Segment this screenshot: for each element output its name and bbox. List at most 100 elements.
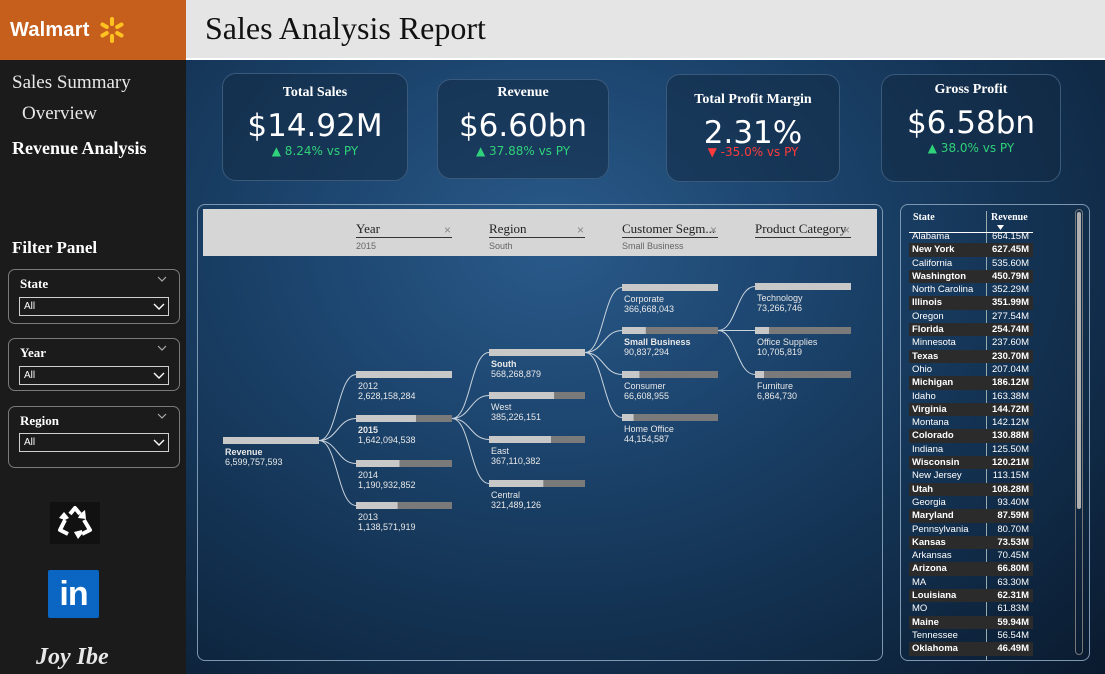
kpi-delta: ▲ 38.0% vs PY <box>927 141 1015 155</box>
close-icon[interactable]: × <box>843 223 851 237</box>
cell-state: Maryland <box>912 510 954 522</box>
tree-link <box>451 418 490 484</box>
table-row[interactable]: California 535.60M <box>909 257 1033 270</box>
state-dropdown[interactable]: All <box>19 297 169 316</box>
table-row[interactable]: Maryland 87.59M <box>909 509 1033 523</box>
year-node-value: 2,628,158,284 <box>358 391 416 401</box>
table-row[interactable]: Colorado 130.88M <box>909 429 1033 443</box>
table-row[interactable]: Minnesota 237.60M <box>909 336 1033 349</box>
table-row[interactable]: Idaho 163.38M <box>909 390 1033 403</box>
table-row[interactable]: Montana 142.12M <box>909 416 1033 429</box>
recycle-icon[interactable] <box>50 502 100 544</box>
region-node-bar[interactable] <box>489 392 555 399</box>
cell-revenue: 254.74M <box>992 324 1029 336</box>
table-row[interactable]: Wisconsin 120.21M <box>909 456 1033 470</box>
kpi-card-revenue: Revenue $6.60bn ▲ 37.88% vs PY <box>437 79 609 179</box>
table-row[interactable]: Virginia 144.72M <box>909 402 1033 417</box>
table-row[interactable]: Washington 450.79M <box>909 269 1033 284</box>
filter-panel-title: Filter Panel <box>12 238 98 257</box>
table-row[interactable]: Alabama 664.15M <box>909 230 1033 243</box>
segment-node-bar[interactable] <box>622 284 718 291</box>
year-node-bar[interactable] <box>356 371 452 378</box>
chevron-down-icon[interactable] <box>157 274 167 284</box>
table-row[interactable]: Kansas 73.53M <box>909 535 1033 550</box>
cell-revenue: 535.60M <box>992 257 1029 269</box>
tree-level-title[interactable]: Year <box>356 221 380 236</box>
segment-node-bar[interactable] <box>622 414 634 421</box>
tree-link <box>318 440 357 464</box>
year-dropdown-value: All <box>24 370 36 381</box>
nav-revenue-analysis[interactable]: Revenue Analysis <box>12 138 147 158</box>
table-row[interactable]: Florida 254.74M <box>909 323 1033 337</box>
year-node-bar[interactable] <box>356 415 416 422</box>
table-row[interactable]: Illinois 351.99M <box>909 296 1033 310</box>
year-node-bar[interactable] <box>356 460 400 467</box>
tree-level-title[interactable]: Customer Segm... <box>622 221 716 236</box>
region-node-bar[interactable] <box>489 349 585 356</box>
table-row[interactable]: MA 63.30M <box>909 576 1033 589</box>
cell-revenue: 66.80M <box>997 563 1029 575</box>
tree-level-title[interactable]: Product Category <box>755 221 847 236</box>
column-header-state[interactable]: State <box>913 212 935 223</box>
region-node-bar[interactable] <box>489 436 552 443</box>
tree-level-selected: South <box>489 241 513 251</box>
category-node-value: 10,705,819 <box>757 347 802 357</box>
nav-sales-summary[interactable]: Sales Summary <box>12 72 131 93</box>
table-row[interactable]: Oregon 277.54M <box>909 310 1033 323</box>
segment-node-bar[interactable] <box>622 371 640 378</box>
table-row[interactable]: Arkansas 70.45M <box>909 549 1033 562</box>
scrollbar-thumb[interactable] <box>1077 212 1081 509</box>
segment-node-label: Small Business <box>624 337 691 347</box>
year-node-value: 1,138,571,919 <box>358 522 416 532</box>
table-row[interactable]: Arizona 66.80M <box>909 562 1033 576</box>
table-row[interactable]: Texas 230.70M <box>909 349 1033 363</box>
year-node-bar[interactable] <box>356 502 398 509</box>
column-header-revenue[interactable]: Revenue <box>991 212 1028 223</box>
table-row[interactable]: Maine 59.94M <box>909 615 1033 629</box>
segment-node-bar-track <box>622 414 718 421</box>
close-icon[interactable]: × <box>444 223 452 237</box>
cell-revenue: 80.70M <box>997 523 1029 535</box>
category-node-bar[interactable] <box>755 283 851 290</box>
table-row[interactable]: Michigan 186.12M <box>909 376 1033 390</box>
tree-link <box>318 418 357 441</box>
table-row[interactable]: Ohio 207.04M <box>909 363 1033 376</box>
category-node-bar[interactable] <box>755 327 770 334</box>
table-row[interactable]: MO 61.83M <box>909 602 1033 615</box>
region-dropdown[interactable]: All <box>19 433 169 452</box>
segment-node-bar[interactable] <box>622 327 646 334</box>
table-row[interactable]: Oklahoma 46.49M <box>909 642 1033 656</box>
cell-revenue: 163.38M <box>992 390 1029 402</box>
table-row[interactable]: New York 627.45M <box>909 243 1033 257</box>
chevron-down-icon[interactable] <box>157 343 167 353</box>
table-row[interactable]: New Jersey 113.15M <box>909 469 1033 482</box>
cell-state: New Jersey <box>912 470 962 482</box>
linkedin-icon[interactable]: in <box>48 570 99 618</box>
table-row[interactable]: Georgia 93.40M <box>909 496 1033 509</box>
tree-link <box>717 330 756 375</box>
table-row[interactable]: Utah 108.28M <box>909 482 1033 496</box>
tree-link <box>584 352 623 418</box>
year-dropdown[interactable]: All <box>19 366 169 385</box>
table-row[interactable]: Louisiana 62.31M <box>909 589 1033 603</box>
scrollbar[interactable] <box>1075 209 1083 655</box>
root-node-bar[interactable] <box>223 437 319 444</box>
region-node-bar[interactable] <box>489 480 544 487</box>
category-node-bar[interactable] <box>755 371 764 378</box>
kpi-card-gross-profit: Gross Profit $6.58bn ▲ 38.0% vs PY <box>881 74 1061 182</box>
table-row[interactable]: Tennessee 56.54M <box>909 629 1033 642</box>
tree-level-title[interactable]: Region <box>489 221 527 236</box>
tree-level-selected: Small Business <box>622 241 684 251</box>
table-row[interactable]: Pennsylvania 80.70M <box>909 523 1033 536</box>
cell-revenue: 664.15M <box>992 231 1029 242</box>
close-icon[interactable]: × <box>577 223 585 237</box>
table-row[interactable]: Indiana 125.50M <box>909 443 1033 456</box>
close-icon[interactable]: × <box>710 223 718 237</box>
cell-state: Oklahoma <box>912 643 958 655</box>
nav-overview[interactable]: Overview <box>22 103 97 124</box>
cell-state: Arkansas <box>912 550 952 562</box>
tree-link <box>584 330 623 353</box>
table-row[interactable]: North Carolina 352.29M <box>909 283 1033 296</box>
chevron-down-icon[interactable] <box>157 411 167 421</box>
